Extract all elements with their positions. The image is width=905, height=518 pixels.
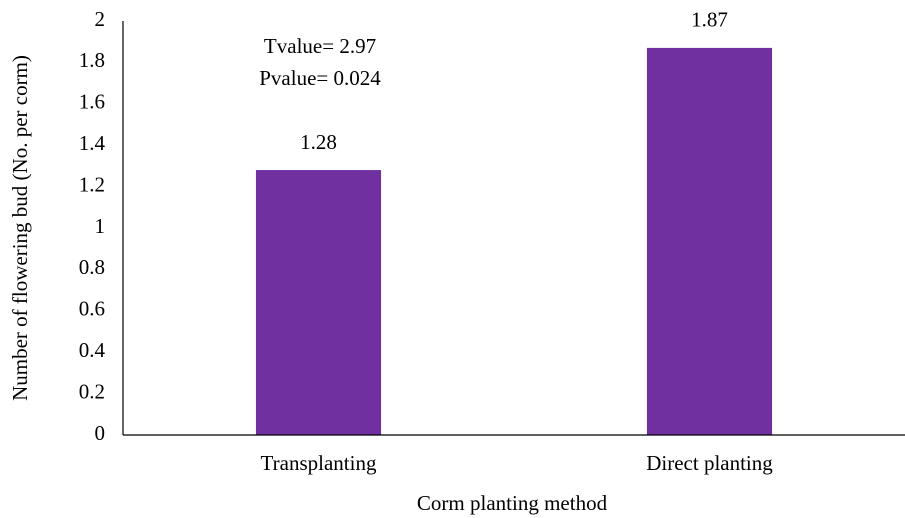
y-tick-label: 1.6 bbox=[79, 90, 105, 114]
y-tick-label: 0.2 bbox=[79, 379, 105, 403]
x-axis-title: Corm planting method bbox=[417, 491, 608, 515]
y-axis-title: Number of flowering bud (No. per corm) bbox=[8, 55, 32, 401]
y-tick-label: 1.8 bbox=[79, 48, 105, 72]
x-tick-label: Direct planting bbox=[646, 451, 773, 475]
y-tick-label: 2 bbox=[95, 7, 106, 31]
bar bbox=[255, 170, 382, 436]
y-tick-label: 1.4 bbox=[79, 131, 106, 155]
y-tick-label: 1 bbox=[95, 214, 106, 238]
y-tick-label: 0 bbox=[95, 421, 106, 445]
value-label: 1.28 bbox=[300, 130, 337, 154]
value-label: 1.87 bbox=[691, 8, 728, 32]
y-tick-label: 1.2 bbox=[79, 172, 105, 196]
annotation: Pvalue= 0.024 bbox=[259, 66, 381, 90]
y-tick-label: 0.4 bbox=[79, 338, 106, 362]
bar bbox=[646, 47, 773, 435]
x-tick-label: Transplanting bbox=[261, 451, 377, 475]
y-tick-label: 0.6 bbox=[79, 297, 105, 321]
y-tick-label: 0.8 bbox=[79, 255, 105, 279]
annotation: Tvalue= 2.97 bbox=[264, 34, 376, 58]
